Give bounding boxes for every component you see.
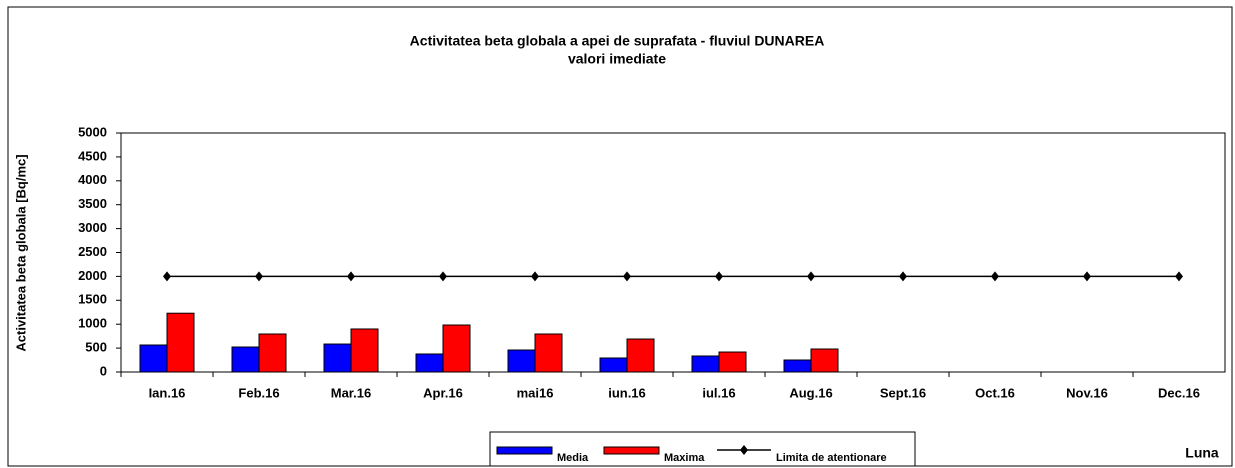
- legend-swatch: [496, 446, 553, 455]
- y-tick-label: 3000: [78, 220, 107, 235]
- y-axis-label: Activitatea beta globala [Bq/mc]: [13, 154, 28, 351]
- bar: [323, 343, 352, 373]
- y-tick-label: 2500: [78, 244, 107, 259]
- line-marker: [991, 271, 999, 282]
- x-tick-label: Mar.16: [331, 385, 371, 400]
- line-marker: [439, 271, 447, 282]
- x-tick-label: Dec.16: [1158, 385, 1200, 400]
- line-marker: [899, 271, 907, 282]
- legend-box: [489, 431, 916, 467]
- legend-label: Maxima: [664, 452, 705, 464]
- y-tick-label: 4000: [78, 172, 107, 187]
- legend-label: Media: [557, 452, 589, 464]
- line-marker: [163, 271, 171, 282]
- bar: [718, 351, 747, 373]
- line-marker: [255, 271, 263, 282]
- bar: [534, 333, 563, 373]
- bar: [626, 338, 655, 373]
- chart-title: Activitatea beta globala a apei de supra…: [410, 33, 825, 49]
- line-marker: [623, 271, 631, 282]
- legend-label: Limita de atentionare: [776, 452, 887, 464]
- y-tick-label: 2000: [78, 268, 107, 283]
- legend-swatch: [603, 446, 660, 455]
- legend-marker: [740, 445, 748, 455]
- x-tick-label: Feb.16: [238, 385, 279, 400]
- bar: [166, 312, 195, 373]
- bar: [442, 324, 471, 373]
- bar: [139, 344, 168, 373]
- y-tick-label: 1000: [78, 316, 107, 331]
- y-tick-label: 3500: [78, 196, 107, 211]
- bar: [231, 346, 260, 373]
- line-marker: [1175, 271, 1183, 282]
- line-marker: [715, 271, 723, 282]
- bar: [258, 333, 287, 373]
- y-tick-label: 0: [100, 363, 107, 378]
- x-tick-label: Sept.16: [880, 385, 926, 400]
- bar: [599, 357, 628, 373]
- chart-border: [7, 6, 1233, 467]
- bar: [507, 349, 536, 373]
- line-marker: [807, 271, 815, 282]
- bar: [783, 359, 812, 373]
- x-tick-label: mai16: [517, 385, 554, 400]
- x-tick-label: Nov.16: [1066, 385, 1108, 400]
- x-tick-label: Apr.16: [423, 385, 463, 400]
- bar: [810, 348, 839, 373]
- chart-subtitle: valori imediate: [568, 51, 666, 67]
- y-tick-label: 4500: [78, 148, 107, 163]
- x-tick-label: iul.16: [702, 385, 735, 400]
- line-marker: [347, 271, 355, 282]
- line-marker: [531, 271, 539, 282]
- x-tick-label: Aug.16: [789, 385, 832, 400]
- x-tick-label: iun.16: [608, 385, 646, 400]
- y-tick-label: 500: [85, 340, 107, 355]
- x-tick-label: Ian.16: [149, 385, 186, 400]
- x-tick-label: Oct.16: [975, 385, 1015, 400]
- bar: [691, 355, 720, 373]
- y-tick-label: 5000: [78, 124, 107, 139]
- line-marker: [1083, 271, 1091, 282]
- bar: [415, 353, 444, 373]
- bar: [350, 328, 379, 373]
- y-tick-label: 1500: [78, 292, 107, 307]
- x-axis-label: Luna: [1185, 445, 1219, 461]
